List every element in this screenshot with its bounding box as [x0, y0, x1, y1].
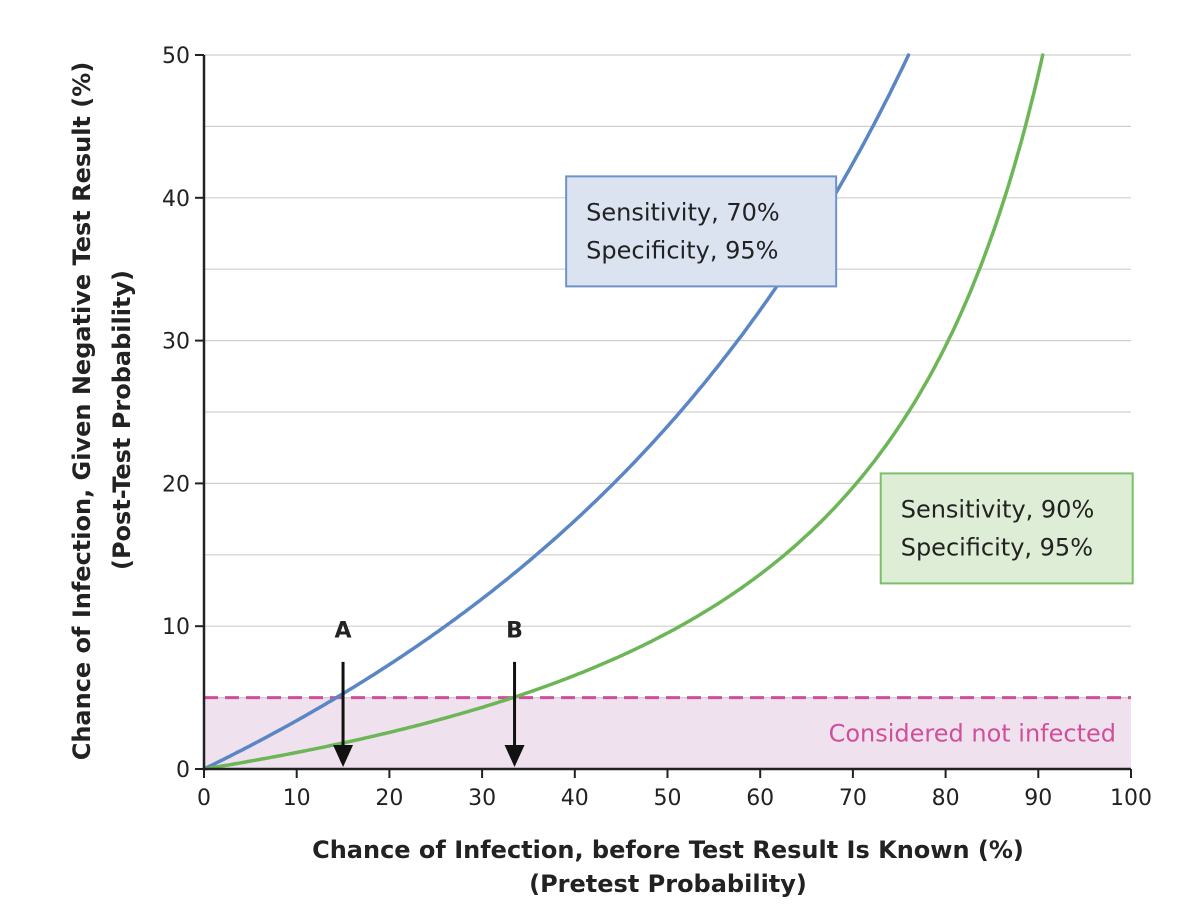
annotation-arrowhead-b — [504, 745, 525, 767]
x-tick-label: 90 — [1024, 786, 1052, 811]
x-tick-label: 50 — [654, 786, 682, 811]
y-tick-label: 30 — [162, 330, 190, 355]
x-tick-label: 60 — [746, 786, 774, 811]
x-tick-label: 20 — [375, 786, 403, 811]
y-axis-subtitle: (Post-Test Probability) — [108, 270, 136, 570]
y-tick-label: 10 — [162, 615, 190, 640]
y-tick-label: 20 — [162, 472, 190, 497]
annotation-label-a: A — [335, 619, 352, 644]
x-tick-label: 80 — [932, 786, 960, 811]
y-tick-label: 0 — [176, 758, 190, 783]
x-axis-subtitle: (Pretest Probability) — [529, 870, 807, 898]
series-label-line: Sensitivity, 70% — [586, 198, 780, 226]
box-layer: Sensitivity, 70% Specificity, 95% Sensitiv… — [565, 175, 1134, 585]
series-label-line: Sensitivity, 90% — [901, 495, 1095, 523]
series-label-box-1 — [565, 175, 838, 288]
shade-layer — [204, 697, 1131, 769]
x-tick-label: 70 — [839, 786, 867, 811]
x-tick-label: 0 — [197, 786, 211, 811]
x-tick-label: 40 — [561, 786, 589, 811]
y-axis-title: Chance of Infection, Given Negative Test… — [68, 62, 96, 761]
series-label-line: Specificity, 95% — [586, 236, 778, 264]
threshold-label: Considered not infected — [829, 719, 1116, 747]
annotation-arrowhead-a — [333, 745, 354, 767]
grid-layer — [204, 54, 1131, 699]
series-label-line: Specificity, 95% — [901, 533, 1093, 561]
x-tick-label: 100 — [1110, 786, 1152, 811]
not-infected-zone — [204, 697, 1131, 769]
axis-layer: 0 10 20 30 40 50 60 70 80 90 100 0 10 20 30 40 50 — [162, 44, 1152, 811]
x-tick-label: 10 — [283, 786, 311, 811]
x-axis-title: Chance of Infection, before Test Result … — [312, 836, 1024, 864]
y-tick-label: 40 — [162, 187, 190, 212]
annotation-label-b: B — [506, 619, 523, 644]
x-tick-label: 30 — [468, 786, 496, 811]
threshold-layer: Considered not infected — [204, 696, 1131, 747]
series-label-box-2 — [879, 472, 1134, 585]
y-tick-label: 50 — [162, 44, 190, 69]
